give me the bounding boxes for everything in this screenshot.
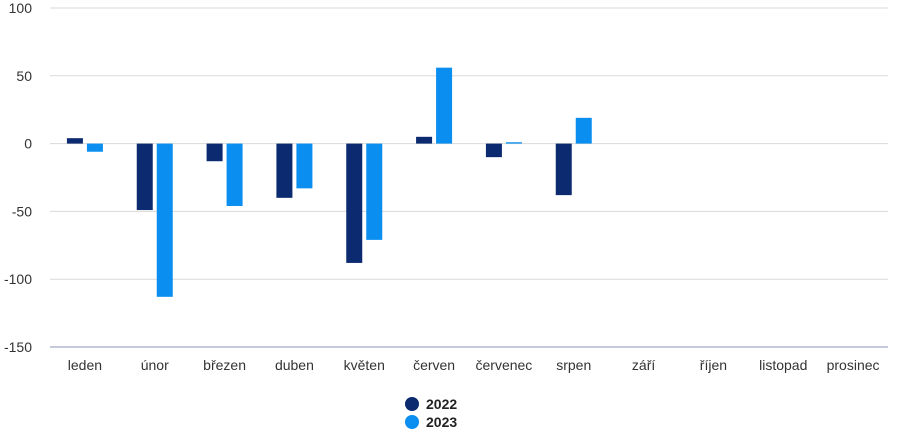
x-tick-label: listopad: [759, 357, 807, 373]
bar-2023-srpen: [575, 117, 592, 144]
x-axis-ticks: leden únor březen duben květen červen červenec…: [68, 357, 880, 373]
bars: [66, 67, 592, 297]
legend-marker-2022: [405, 397, 419, 411]
gridlines: [50, 7, 888, 280]
x-tick-label: prosinec: [827, 357, 880, 373]
bar-2022-srpen: [555, 143, 572, 196]
y-tick-label: 100: [9, 0, 33, 16]
bar-2022-červen: [416, 136, 433, 144]
bar-2022-duben: [276, 143, 293, 198]
bar-2023-duben: [296, 143, 313, 189]
bar-2022-červenec: [485, 143, 502, 158]
x-tick-label: srpen: [556, 357, 591, 373]
y-tick-label: 50: [16, 68, 32, 84]
bar-2023-červenec: [505, 142, 522, 144]
legend-label-2023: 2023: [426, 414, 457, 429]
x-tick-label: leden: [68, 357, 102, 373]
x-tick-label: květen: [344, 357, 385, 373]
x-tick-label: červen: [413, 357, 455, 373]
bar-2022-únor: [136, 143, 153, 211]
x-tick-label: červenec: [476, 357, 533, 373]
y-tick-label: -100: [4, 271, 32, 287]
x-tick-label: září: [632, 357, 655, 373]
bar-2022-leden: [66, 138, 83, 144]
y-tick-label: -150: [4, 339, 32, 355]
bar-2023-březen: [226, 143, 243, 206]
x-tick-label: únor: [141, 357, 169, 373]
y-tick-label: 0: [24, 136, 32, 152]
legend: 2022 2023: [405, 396, 457, 430]
bar-2023-leden: [86, 143, 103, 152]
x-tick-label: říjen: [700, 357, 727, 373]
y-axis-ticks: 100 50 0 -50 -100 -150: [4, 0, 32, 355]
legend-label-2022: 2022: [426, 396, 457, 412]
x-tick-label: duben: [275, 357, 314, 373]
bar-2022-březen: [206, 143, 223, 162]
bar-2022-květen: [346, 143, 363, 263]
bar-2023-květen: [366, 143, 383, 240]
legend-marker-2023: [405, 415, 419, 429]
x-tick-label: březen: [203, 357, 246, 373]
y-tick-label: -50: [12, 203, 32, 219]
bar-2023-červen: [436, 67, 453, 144]
bar-2023-únor: [156, 143, 173, 297]
